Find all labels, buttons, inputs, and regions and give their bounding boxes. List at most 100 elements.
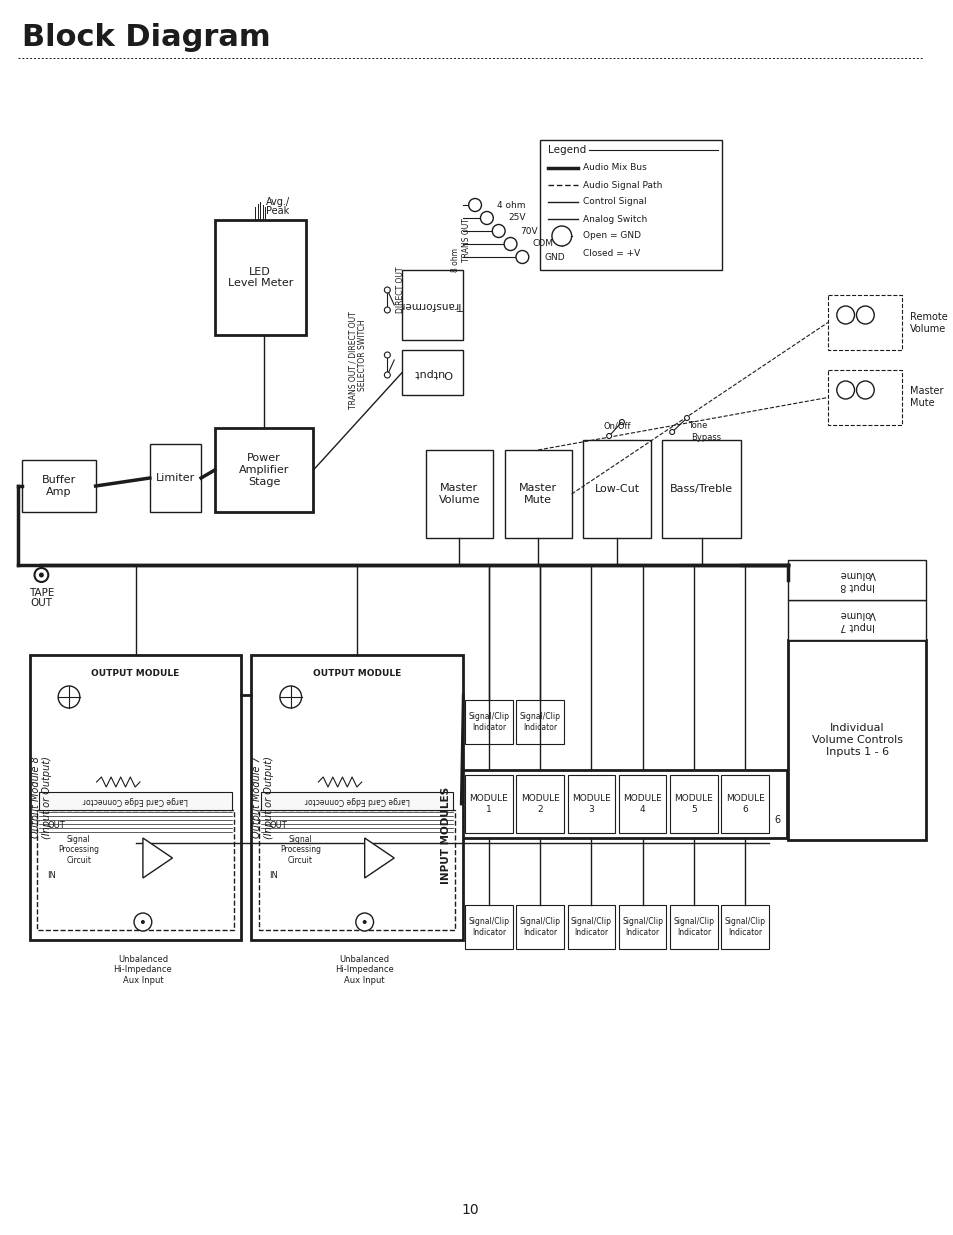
Bar <box>402 270 463 340</box>
Text: Signal/Clip
Indicator: Signal/Clip Indicator <box>519 713 560 731</box>
Text: MODULE
5: MODULE 5 <box>674 794 713 814</box>
Text: Avg./: Avg./ <box>266 198 290 207</box>
Text: Individual
Volume Controls
Inputs 1 - 6: Individual Volume Controls Inputs 1 - 6 <box>811 724 902 757</box>
Text: 8 ohm: 8 ohm <box>451 248 459 272</box>
Bar <box>22 459 95 513</box>
Text: Buffer
Amp: Buffer Amp <box>42 475 75 496</box>
Circle shape <box>362 920 366 924</box>
Text: Signal/Clip
Indicator: Signal/Clip Indicator <box>570 918 611 936</box>
Text: Closed = +V: Closed = +V <box>583 248 640 258</box>
Bar <box>39 792 232 810</box>
Circle shape <box>480 211 493 225</box>
Circle shape <box>836 306 854 324</box>
Bar <box>670 905 717 948</box>
Text: Volume: Volume <box>909 324 945 333</box>
Bar <box>402 350 463 395</box>
Text: COM: COM <box>532 240 553 248</box>
Text: Signal/Clip
Indicator: Signal/Clip Indicator <box>724 918 765 936</box>
Text: Input 8
Volume: Input 8 Volume <box>839 569 875 590</box>
Circle shape <box>503 237 517 251</box>
Text: Transformer: Transformer <box>401 300 464 310</box>
Bar <box>516 700 563 743</box>
Text: Tone: Tone <box>687 421 707 431</box>
Bar <box>30 655 241 940</box>
Text: Unbalanced
Hi-Impedance
Aux Input: Unbalanced Hi-Impedance Aux Input <box>335 955 394 984</box>
Text: Bass/Treble: Bass/Treble <box>670 484 733 494</box>
Text: Large Card Edge Connector: Large Card Edge Connector <box>304 797 410 805</box>
Text: IN: IN <box>48 871 56 879</box>
Circle shape <box>516 251 528 263</box>
Bar <box>618 905 665 948</box>
Circle shape <box>684 415 689 420</box>
Text: INPUT MODULES: INPUT MODULES <box>441 787 451 883</box>
Bar <box>661 440 740 538</box>
Text: Signal/Clip
Indicator: Signal/Clip Indicator <box>621 918 662 936</box>
Text: Peak: Peak <box>266 206 290 216</box>
Bar <box>465 700 512 743</box>
Text: 4 ohm: 4 ohm <box>497 200 525 210</box>
Text: Control Signal: Control Signal <box>583 198 646 206</box>
Text: Master: Master <box>909 387 943 396</box>
Circle shape <box>134 913 152 931</box>
Bar <box>567 905 615 948</box>
Text: Open = GND: Open = GND <box>583 231 640 241</box>
Text: Large Card Edge Connector: Large Card Edge Connector <box>83 797 188 805</box>
Text: On/Off: On/Off <box>602 421 630 431</box>
Text: LED
Level Meter: LED Level Meter <box>227 267 293 288</box>
Circle shape <box>606 433 611 438</box>
Bar <box>150 445 201 513</box>
Circle shape <box>384 308 390 312</box>
Bar <box>567 776 615 832</box>
Text: Master
Mute: Master Mute <box>518 483 557 505</box>
Bar <box>670 776 717 832</box>
Text: TRANS OUT: TRANS OUT <box>461 219 470 262</box>
Text: MODULE
1: MODULE 1 <box>469 794 508 814</box>
Circle shape <box>836 382 854 399</box>
Text: Unbalanced
Hi-Impedance
Aux Input: Unbalanced Hi-Impedance Aux Input <box>113 955 172 984</box>
Text: 10: 10 <box>461 1203 478 1216</box>
Text: DIRECT OUT: DIRECT OUT <box>395 267 404 314</box>
Text: Power
Amplifier
Stage: Power Amplifier Stage <box>238 453 289 487</box>
Polygon shape <box>143 839 172 878</box>
Circle shape <box>552 226 571 246</box>
Circle shape <box>279 685 301 708</box>
Bar <box>720 905 768 948</box>
Bar <box>539 140 721 270</box>
Text: Signal
Processing
Circuit: Signal Processing Circuit <box>58 835 99 864</box>
Text: Limiter: Limiter <box>155 473 194 483</box>
Bar <box>259 810 455 930</box>
Text: Signal
Processing
Circuit: Signal Processing Circuit <box>280 835 321 864</box>
Text: OUTPUT MODULE: OUTPUT MODULE <box>313 668 401 678</box>
Text: 70V: 70V <box>519 226 537 236</box>
Bar <box>465 776 512 832</box>
Circle shape <box>58 685 80 708</box>
Text: Signal/Clip
Indicator: Signal/Clip Indicator <box>519 918 560 936</box>
Text: 6: 6 <box>774 815 780 825</box>
Circle shape <box>141 920 145 924</box>
Text: Input 7
Volume: Input 7 Volume <box>839 609 875 631</box>
Bar <box>583 440 650 538</box>
Text: Output Module 7
(Input or Output): Output Module 7 (Input or Output) <box>253 756 274 839</box>
Text: Audio Signal Path: Audio Signal Path <box>583 180 662 189</box>
Circle shape <box>669 430 674 435</box>
Bar <box>827 370 901 425</box>
Text: Output Module 8
(Input or Output): Output Module 8 (Input or Output) <box>30 756 52 839</box>
Bar <box>425 450 493 538</box>
Text: Legend: Legend <box>547 144 586 156</box>
Bar <box>618 776 665 832</box>
Bar <box>214 220 305 335</box>
Text: Remote: Remote <box>909 311 946 321</box>
Text: MODULE
3: MODULE 3 <box>572 794 610 814</box>
Circle shape <box>355 913 374 931</box>
Text: Block Diagram: Block Diagram <box>22 23 270 53</box>
Circle shape <box>856 382 873 399</box>
Bar <box>788 600 925 640</box>
Bar <box>465 905 512 948</box>
Bar <box>720 776 768 832</box>
Bar <box>504 450 571 538</box>
Text: OUT: OUT <box>269 820 287 830</box>
Text: Analog Switch: Analog Switch <box>583 215 647 224</box>
Text: TAPE: TAPE <box>29 588 54 598</box>
Bar <box>788 559 925 600</box>
Text: Mute: Mute <box>909 399 933 409</box>
